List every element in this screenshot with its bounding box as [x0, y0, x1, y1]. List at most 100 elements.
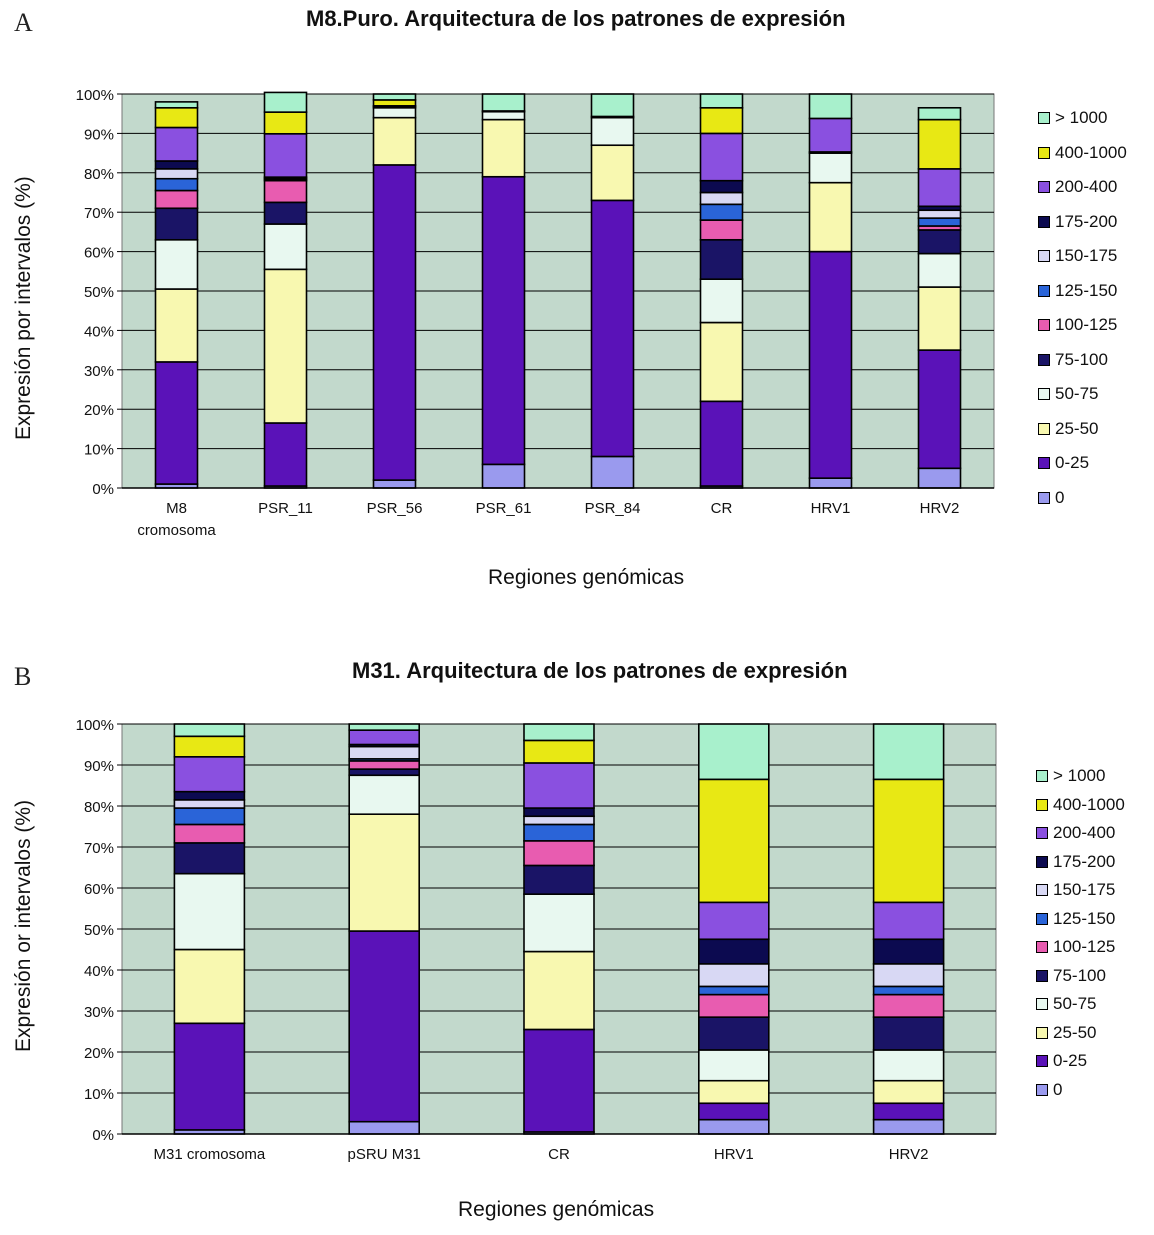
bar-segment	[154, 126, 199, 162]
legend-label: 0	[1055, 487, 1065, 507]
legend-item: 125-150	[1036, 905, 1125, 934]
bar-segment	[917, 229, 962, 255]
bar-segment	[697, 1079, 770, 1105]
bar-segment	[872, 1118, 945, 1135]
y-tick-label: 0%	[92, 481, 114, 498]
bar-segment	[523, 823, 595, 842]
y-tick-label: 20%	[84, 402, 114, 419]
bar-segment	[697, 985, 770, 996]
bar-segment	[872, 1049, 945, 1082]
bar-segment	[523, 815, 595, 826]
bar-segment	[154, 207, 199, 241]
legend-label: 150-175	[1053, 880, 1116, 900]
bar-segment	[699, 191, 744, 206]
y-tick-label: 60%	[84, 245, 114, 262]
bar-segment	[590, 144, 635, 202]
legend-label: 0-25	[1053, 1051, 1088, 1071]
bar-segment	[481, 93, 526, 112]
legend-item: 75-100	[1036, 962, 1125, 991]
legend-swatch	[1038, 215, 1050, 228]
bar-segment	[590, 199, 635, 458]
legend-swatch	[1038, 284, 1050, 297]
x-tick-label: HRV2	[889, 1146, 929, 1163]
y-tick-label: 50%	[84, 922, 114, 939]
legend-label: 125-150	[1055, 280, 1118, 300]
legend-item: 175-200	[1038, 205, 1127, 240]
legend-swatch	[1036, 1055, 1048, 1068]
y-tick-label: 40%	[84, 323, 114, 340]
bar-segment	[697, 1118, 770, 1135]
bar-segment	[154, 177, 199, 192]
legend-label: 175-200	[1053, 851, 1116, 871]
bar-segment	[808, 181, 853, 253]
legend-label: 75-100	[1053, 965, 1106, 985]
legend-swatch	[1036, 998, 1048, 1011]
bar-segment	[917, 118, 962, 170]
bar-segment	[590, 93, 635, 118]
bar-segment	[263, 132, 308, 178]
bar-segment	[523, 950, 595, 1031]
bar-segment	[697, 1016, 770, 1051]
bar-segment	[173, 807, 246, 826]
bar-segment	[173, 735, 246, 758]
bar-segment	[872, 1102, 945, 1121]
bar-segment	[173, 799, 246, 809]
legend-item: 150-175	[1036, 876, 1125, 905]
legend-label: 0-25	[1055, 453, 1090, 473]
legend-item: 200-400	[1036, 819, 1125, 848]
y-tick-label: 90%	[84, 758, 114, 775]
legend-label: 0	[1053, 1079, 1063, 1099]
bar-segment	[697, 938, 770, 965]
bar-segment	[154, 101, 199, 109]
legend-item: 400-1000	[1038, 136, 1127, 171]
chart-title: M31. Arquitectura de los patrones de exp…	[352, 658, 848, 683]
bar-segment	[808, 93, 853, 120]
legend-swatch	[1036, 969, 1048, 982]
bar-segment	[523, 864, 595, 895]
y-tick-label: 100%	[76, 87, 114, 104]
bar-segment	[481, 118, 526, 178]
legend-label: 400-1000	[1053, 794, 1125, 814]
legend-swatch	[1038, 491, 1050, 504]
bar-segment	[263, 268, 308, 424]
x-tick-label: PSR_11	[258, 500, 313, 517]
legend-swatch	[1036, 912, 1048, 925]
y-tick-label: 100%	[76, 717, 114, 734]
y-tick-label: 30%	[84, 1004, 114, 1021]
bar-segment	[263, 223, 308, 271]
y-tick-label: 40%	[84, 963, 114, 980]
bar-segment	[917, 349, 962, 470]
bar-segment	[523, 893, 595, 953]
bar-segment	[808, 250, 853, 479]
bar-segment	[697, 1102, 770, 1121]
legend-swatch	[1036, 941, 1048, 954]
legend-item: 0	[1038, 481, 1127, 516]
legend-swatch	[1038, 457, 1050, 470]
legend-swatch	[1036, 855, 1048, 868]
x-tick-label: PSR_84	[585, 500, 641, 517]
bar-segment	[872, 1016, 945, 1051]
legend-item: 200-400	[1038, 170, 1127, 205]
x-tick-label: HRV1	[811, 500, 851, 517]
bar-segment	[154, 238, 199, 290]
legend-label: 125-150	[1053, 908, 1116, 928]
legend-item: 50-75	[1036, 990, 1125, 1019]
bar-segment	[173, 790, 246, 801]
legend-item: 0-25	[1036, 1047, 1125, 1076]
legend-swatch	[1038, 422, 1050, 435]
bar-segment	[263, 201, 308, 225]
legend-label: > 1000	[1055, 108, 1108, 128]
legend-label: 75-100	[1055, 349, 1108, 369]
bar-segment	[348, 745, 421, 760]
bar-segment	[872, 993, 945, 1018]
bar-segment	[263, 179, 308, 204]
bar-segment	[154, 160, 199, 170]
bar-segment	[173, 723, 246, 738]
legend-item: 0-25	[1038, 446, 1127, 481]
bar-segment	[481, 463, 526, 489]
legend-label: 50-75	[1053, 994, 1097, 1014]
y-tick-label: 70%	[84, 840, 114, 857]
bar-segment	[348, 729, 421, 746]
bar-segment	[523, 807, 595, 818]
bar-segment	[348, 1120, 421, 1135]
